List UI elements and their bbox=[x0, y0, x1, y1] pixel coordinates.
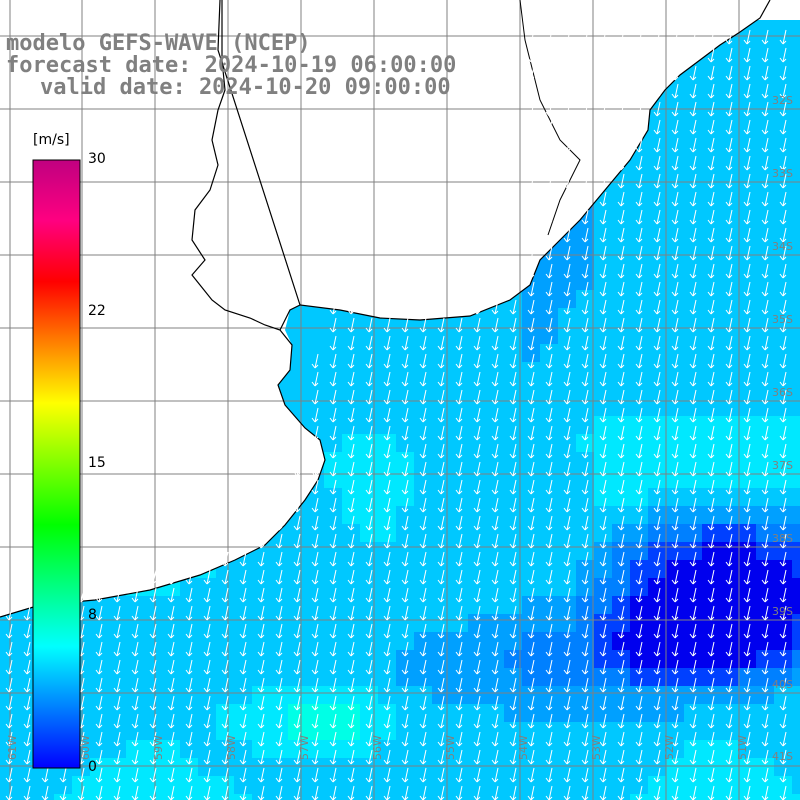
coastline-west bbox=[0, 0, 326, 618]
lon-label: 58W bbox=[225, 735, 238, 760]
colorbar-tick-22: 22 bbox=[88, 303, 106, 319]
lat-label: 41S bbox=[772, 750, 793, 763]
wind-arrows bbox=[5, 29, 787, 800]
forecast-date: forecast date: 2024-10-19 06:00:00 bbox=[6, 53, 457, 78]
lon-label: 54W bbox=[517, 735, 530, 760]
colorbar-tick-15: 15 bbox=[88, 455, 106, 471]
land-mask bbox=[0, 0, 770, 617]
colorbar-tick-8: 8 bbox=[88, 607, 97, 623]
colorbar-tick-0: 0 bbox=[88, 759, 97, 775]
lon-label: 57W bbox=[298, 735, 311, 760]
lon-label: 56W bbox=[371, 735, 384, 760]
colorbar-tick-30: 30 bbox=[88, 151, 106, 167]
river-line bbox=[519, 0, 581, 236]
lat-label: 36S bbox=[772, 386, 793, 399]
longitude-labels: 61W 60W 59W 58W 57W 56W 55W 54W 53W 52W 51W bbox=[6, 735, 749, 760]
lon-label: 51W bbox=[736, 735, 749, 760]
lat-label: 38S bbox=[772, 532, 793, 545]
lat-label: 32S bbox=[772, 94, 793, 107]
valid-date: valid date: 2024-10-20 09:00:00 bbox=[40, 75, 451, 100]
lon-label: 55W bbox=[444, 735, 457, 760]
coastline-north bbox=[217, 0, 771, 321]
colorbar bbox=[32, 159, 81, 769]
lat-label: 35S bbox=[772, 313, 793, 326]
lon-label: 53W bbox=[590, 735, 603, 760]
lat-label: 34S bbox=[772, 240, 793, 253]
lat-label: 40S bbox=[772, 678, 793, 691]
lat-label: 37S bbox=[772, 459, 793, 472]
coastline-link bbox=[279, 304, 301, 331]
model-title: modelo GEFS-WAVE (NCEP) bbox=[6, 31, 311, 56]
lon-label: 52W bbox=[663, 735, 676, 760]
land-mask-west bbox=[192, 0, 300, 330]
latitude-labels: 32S 33S 34S 35S 36S 37S 38S 39S 40S 41S bbox=[772, 94, 793, 763]
colorbar-unit: [m/s] bbox=[33, 132, 70, 148]
lat-label: 33S bbox=[772, 167, 793, 180]
lon-label: 59W bbox=[152, 735, 165, 760]
lon-label: 60W bbox=[79, 735, 92, 760]
lon-label: 61W bbox=[6, 735, 19, 760]
lat-label: 39S bbox=[772, 605, 793, 618]
